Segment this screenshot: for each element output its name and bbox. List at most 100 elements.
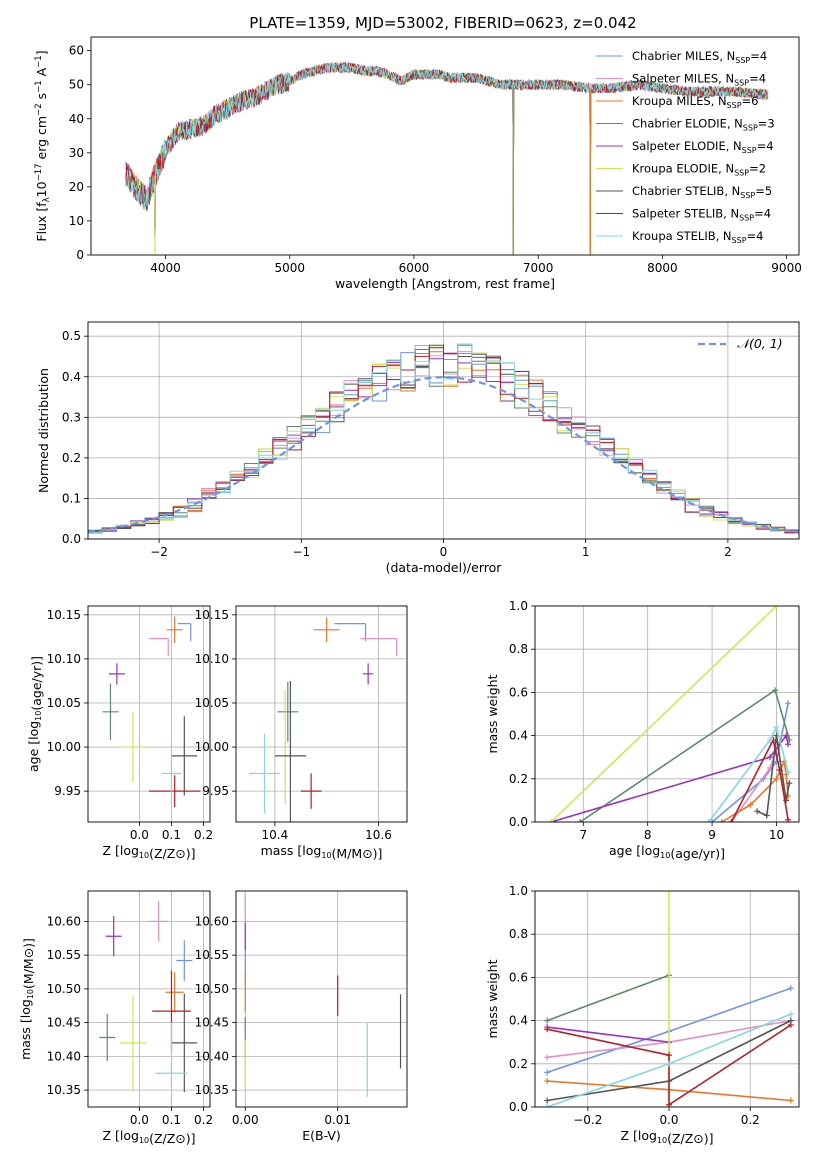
error-point-salpeter-miles (149, 901, 169, 942)
weight-marker (787, 1097, 794, 1104)
y-tick-label: 0 (76, 248, 84, 262)
x-tick-label: 0.1 (162, 828, 181, 842)
y-axis-label: age [log10(age/yr)] (26, 656, 44, 772)
axes-mass-vs-Z: 0.0 0.1 0.2 10.35 10.40 10.45 10.50 10.55 10.60 Z… (18, 890, 213, 1146)
axes-frame (87, 605, 211, 823)
label-part: s (34, 93, 49, 104)
axes-frame (534, 890, 800, 1108)
label-part: Flux [f (34, 202, 49, 242)
legend-entry: Kroupa ELODIE, NSSP=2 (632, 162, 766, 178)
weight-marker (773, 606, 780, 609)
legend-tail: =4 (749, 72, 766, 86)
legend-entry: Kroupa MILES, NSSP=6 (632, 94, 758, 110)
label-part: ] (34, 50, 49, 55)
weight-marker (544, 1078, 551, 1085)
axes-age-vs-mass: 10.4 10.6 9.95 10.00 10.05 10.10 10.15 mass [lo… (195, 605, 408, 861)
plot-area-age-vs-mass (248, 617, 398, 822)
legend-text: Kroupa STELIB, N (632, 229, 732, 243)
weight-marker (776, 767, 783, 774)
weight-marker (548, 819, 555, 822)
error-point-chabrier-miles (176, 940, 193, 981)
y-tick-label: 0.8 (509, 642, 528, 656)
legend-tail: =6 (742, 94, 759, 108)
label-part: mass [log (261, 843, 322, 858)
axes-spectrum: 4000 5000 6000 7000 8000 9000 0 10 20 30 40 50 60 wav… (34, 36, 802, 291)
plot-area-residuals (88, 343, 799, 535)
weight-marker (772, 687, 779, 694)
error-point-chabrier-stelib (171, 716, 198, 796)
weight-line-chabrier-stelib (756, 735, 791, 817)
weight-marker (786, 780, 793, 787)
y-tick-label: 0.1 (62, 491, 81, 505)
legend-subscript: SSP (734, 79, 749, 88)
spectrum-line-kroupa-stelib (125, 62, 769, 255)
y-tick-label: 10.50 (47, 982, 81, 996)
legend-tail: =5 (755, 184, 772, 198)
x-axis-label: mass [log10(M/M⊙)] (261, 843, 383, 861)
x-tick-label: 10.6 (365, 828, 392, 842)
y-tick-label: 0.3 (62, 410, 81, 424)
weight-marker (785, 769, 792, 776)
y-tick-label: 10.00 (47, 740, 81, 754)
legend-subscript: SSP (735, 56, 750, 65)
x-tick-label: 0.2 (194, 828, 213, 842)
x-tick-label: 7000 (523, 261, 554, 275)
label-part: mass [log (18, 999, 33, 1060)
weight-line-chabrier-elodie (546, 974, 670, 1022)
label-part: mass weight (485, 674, 500, 753)
weight-marker (787, 985, 794, 992)
y-axis-label: mass weight (485, 674, 500, 753)
label-part: −1 (34, 80, 44, 93)
y-tick-label: 10.40 (47, 1049, 81, 1063)
x-axis-label: age [log10(age/yr)] (609, 843, 725, 861)
error-point-chabrier-miles (177, 623, 192, 642)
y-tick-label: 0.0 (509, 815, 528, 829)
legend-tail: =3 (758, 117, 775, 131)
label-part: −1 (34, 55, 44, 68)
x-tick-label: 0.01 (324, 1113, 351, 1127)
x-tick-label: 10 (769, 828, 784, 842)
weight-line-kroupa-stelib (708, 724, 789, 822)
y-tick-label: 0.2 (509, 772, 528, 786)
weight-marker (544, 1104, 551, 1107)
y-axis-label: mass weight (485, 959, 500, 1038)
plot-area-spectrum (125, 61, 769, 255)
y-tick-label: 10.00 (195, 740, 229, 754)
x-tick-label: 1 (582, 545, 590, 559)
legend-entry: Salpeter MILES, NSSP=4 (632, 72, 766, 88)
x-tick-label: 0.2 (741, 1113, 760, 1127)
weight-marker (767, 736, 774, 743)
legend-entry: Chabrier MILES, NSSP=4 (632, 49, 767, 65)
axes-frame (534, 605, 800, 823)
y-tick-label: 0.4 (62, 370, 81, 384)
x-axis-label: Z [log10(Z/Z⊙)] (102, 843, 195, 861)
y-tick-label: 10.50 (195, 982, 229, 996)
axes-frame (87, 890, 211, 1108)
x-tick-label: 5000 (274, 261, 305, 275)
weight-line-salpeter-elodie (547, 1026, 670, 1043)
error-point-chabrier-stelib (274, 680, 306, 822)
x-axis-label: Z [log10(Z/Z⊙)] (102, 1128, 195, 1146)
y-tick-label: 10.10 (195, 652, 229, 666)
y-tick-label: 0.5 (62, 329, 81, 343)
x-tick-label: 6000 (399, 261, 430, 275)
y-tick-label: 0.6 (509, 685, 528, 699)
label-part: Z [log (102, 843, 138, 858)
error-point-chabrier-stelib (171, 993, 198, 1093)
y-tick-label: 10.35 (195, 1083, 229, 1097)
x-axis-label: Z [log10(Z/Z⊙)] (620, 1128, 713, 1146)
weight-marker (666, 891, 673, 894)
figure-title: PLATE=1359, MJD=53002, FIBERID=0623, z=0… (249, 14, 636, 32)
legend-subscript: SSP (739, 214, 754, 223)
label-subscript: 10 (26, 989, 35, 999)
label-part: wavelength [Angstrom, rest frame] (335, 276, 555, 291)
legend-subscript: SSP (732, 236, 747, 245)
legend-text: Chabrier STELIB, N (632, 184, 740, 198)
y-axis-label: Flux [fλ10−17 erg cm−2 s−1 A−1] (34, 50, 52, 241)
y-tick-label: 10.35 (47, 1083, 81, 1097)
weight-marker (785, 741, 792, 748)
y-tick-label: 40 (69, 112, 84, 126)
label-part: age [log (26, 721, 41, 772)
axes-mass-vs-ebv: 0.00 0.01 10.35 10.40 10.45 10.50 10.55 10.60 E(… (195, 890, 408, 1143)
